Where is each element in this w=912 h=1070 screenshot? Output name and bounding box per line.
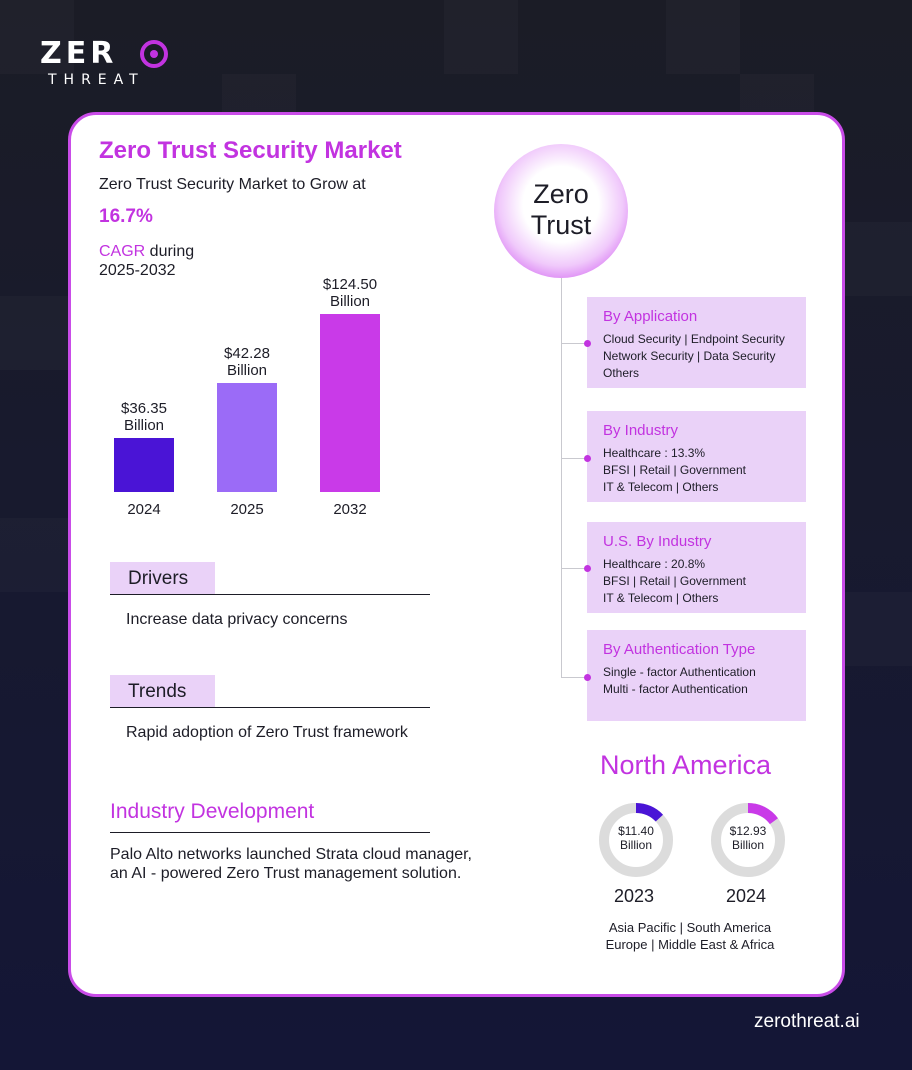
donut-value: $11.40	[618, 824, 654, 838]
segment-line: Single - factor Authentication	[603, 665, 756, 679]
segment-title: By Application	[603, 308, 698, 325]
cagr-word: CAGR	[99, 243, 146, 260]
segment-tree-branch	[561, 458, 587, 459]
bar-value-label-2032: $124.50	[323, 276, 377, 293]
background-tile	[838, 592, 912, 666]
grow-text: Zero Trust Security Market to Grow at	[99, 176, 366, 193]
industry-line-1: Palo Alto networks launched Strata cloud…	[110, 846, 472, 863]
zerothreat-logo[interactable]: ZER THREAT	[40, 38, 180, 92]
segment-title: By Industry	[603, 422, 679, 439]
segment-line: Multi - factor Authentication	[603, 682, 748, 696]
segment-tree-dot	[584, 340, 591, 347]
donut-2023: $11.40 Billion	[598, 802, 674, 878]
segment-line: IT & Telecom | Others	[603, 480, 719, 494]
zero-trust-circle: Zero Trust	[494, 144, 628, 278]
other-regions: Asia Pacific | South America Europe | Mi…	[590, 919, 790, 953]
segment-tree-dot	[584, 674, 591, 681]
segment-tree-branch	[561, 568, 587, 569]
x-tick-label-2032: 2032	[333, 501, 366, 518]
industry-divider	[110, 832, 430, 833]
industry-development-title: Industry Development	[110, 800, 315, 823]
bar-value-label-2025: $42.28	[224, 345, 270, 362]
cagr-label: CAGR during 2025-2032	[99, 242, 194, 280]
cagr-period: 2025-2032	[99, 262, 176, 279]
segment-tree-trunk	[561, 278, 562, 678]
background-tile	[838, 222, 912, 296]
bar-2025	[217, 383, 277, 492]
segment-by-industry: By Industry Healthcare : 13.3% BFSI | Re…	[587, 411, 806, 502]
donut-chart-2024	[711, 803, 785, 877]
regions-line-1: Asia Pacific | South America	[608, 920, 772, 935]
drivers-divider	[110, 594, 430, 595]
donut-unit: Billion	[619, 838, 652, 852]
segment-line: BFSI | Retail | Government	[603, 574, 746, 588]
logo-wordmark-top: ZER	[40, 36, 118, 71]
segment-us-by-industry: U.S. By Industry Healthcare : 20.8% BFSI…	[587, 522, 806, 613]
bar-2024	[114, 438, 174, 492]
market-size-bar-chart: $36.35Billion2024$42.28Billion2025$124.5…	[114, 276, 380, 518]
bar-unit-label-2032: Billion	[330, 293, 370, 310]
bar-value-label-2024: $36.35	[121, 400, 167, 417]
segment-line: Cloud Security | Endpoint Security	[603, 332, 785, 346]
segment-by-application: By Application Cloud Security | Endpoint…	[587, 297, 806, 388]
segment-line: Network Security | Data Security	[603, 349, 776, 363]
background-tile	[444, 0, 518, 74]
logo-o-icon	[140, 40, 168, 68]
segment-line: Healthcare : 20.8%	[603, 557, 706, 571]
donut-label-2024: $12.93 Billion	[710, 824, 786, 852]
background-tile	[0, 518, 74, 592]
donut-chart-2023	[599, 803, 673, 877]
drivers-tab: Drivers	[110, 562, 215, 595]
donut-year-2023: 2023	[613, 886, 655, 906]
zero-trust-line-2: Trust	[530, 210, 592, 240]
donut-arc-2024	[711, 803, 785, 877]
logo-wordmark-bottom: THREAT	[48, 72, 145, 88]
bar-unit-label-2025: Billion	[227, 362, 267, 379]
segment-line: Healthcare : 13.3%	[603, 446, 706, 460]
trends-text: Rapid adoption of Zero Trust framework	[126, 724, 408, 741]
donut-value: $12.93	[729, 824, 767, 838]
segment-tree-branch	[561, 677, 587, 678]
segment-line: IT & Telecom | Others	[603, 591, 719, 605]
segment-line: BFSI | Retail | Government	[603, 463, 746, 477]
background-tile	[666, 0, 740, 74]
zero-trust-line-1: Zero	[533, 179, 589, 209]
regions-line-2: Europe | Middle East & Africa	[605, 937, 775, 952]
background-tile	[0, 296, 74, 370]
bar-2032	[320, 314, 380, 492]
donut-label-2023: $11.40 Billion	[598, 824, 674, 852]
industry-development-text: Palo Alto networks launched Strata cloud…	[110, 845, 510, 883]
donut-arc-2023	[599, 803, 673, 877]
segment-title: U.S. By Industry	[603, 533, 712, 550]
x-tick-label-2024: 2024	[127, 501, 160, 518]
trends-divider	[110, 707, 430, 708]
drivers-text: Increase data privacy concerns	[126, 611, 348, 628]
cagr-during: during	[145, 243, 195, 260]
segment-by-authentication-type: By Authentication Type Single - factor A…	[587, 630, 806, 721]
segment-tree-branch	[561, 343, 587, 344]
bar-unit-label-2024: Billion	[124, 417, 164, 434]
north-america-title: North America	[600, 750, 772, 780]
industry-line-2: an AI - powered Zero Trust management so…	[110, 865, 462, 882]
segment-tree-dot	[584, 565, 591, 572]
market-title: Zero Trust Security Market	[99, 137, 402, 164]
donut-unit: Billion	[731, 838, 764, 852]
segment-line: Others	[603, 366, 640, 380]
cagr-value: 16.7%	[99, 206, 153, 227]
donut-year-2024: 2024	[725, 886, 767, 906]
footer-website-link[interactable]: zerothreat.ai	[754, 1011, 860, 1032]
segment-title: By Authentication Type	[603, 641, 756, 658]
segment-tree-dot	[584, 455, 591, 462]
trends-tab: Trends	[110, 675, 215, 708]
x-tick-label-2025: 2025	[230, 501, 263, 518]
donut-2024: $12.93 Billion	[710, 802, 786, 878]
zero-trust-label: Zero Trust	[494, 179, 628, 241]
